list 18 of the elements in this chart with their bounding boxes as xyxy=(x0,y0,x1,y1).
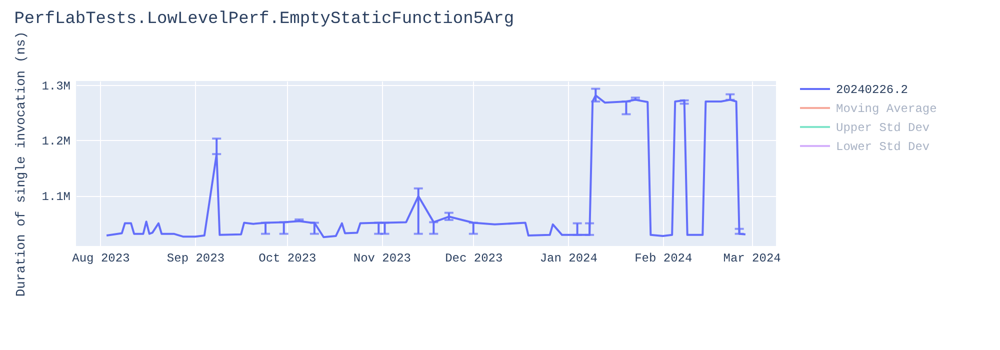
chart-title: PerfLabTests.LowLevelPerf.EmptyStaticFunction5Arg xyxy=(14,10,514,29)
x-tick-label: Feb 2024 xyxy=(634,252,692,266)
y-tick-label: 1.2M xyxy=(42,134,70,149)
y-tick-label: 1.1M xyxy=(42,190,70,204)
y-tick-label: 1.3M xyxy=(42,79,70,94)
legend-label: Upper Std Dev xyxy=(836,121,930,135)
y-axis-title: Duration of single invocation (ns) xyxy=(14,31,29,297)
x-tick-label: Nov 2023 xyxy=(353,252,411,266)
x-tick-label: Oct 2023 xyxy=(258,252,316,266)
legend-label: 20240226.2 xyxy=(836,83,908,97)
line-series xyxy=(106,94,746,238)
x-tick-label: Sep 2023 xyxy=(166,252,225,266)
x-tick-label: Dec 2023 xyxy=(445,252,503,266)
x-tick-label: Jan 2024 xyxy=(540,252,598,266)
legend-label: Lower Std Dev xyxy=(836,140,930,154)
x-tick-label: Mar 2024 xyxy=(723,252,781,266)
legend-label: Moving Average xyxy=(836,102,937,116)
x-tick-label: Aug 2023 xyxy=(72,252,130,266)
